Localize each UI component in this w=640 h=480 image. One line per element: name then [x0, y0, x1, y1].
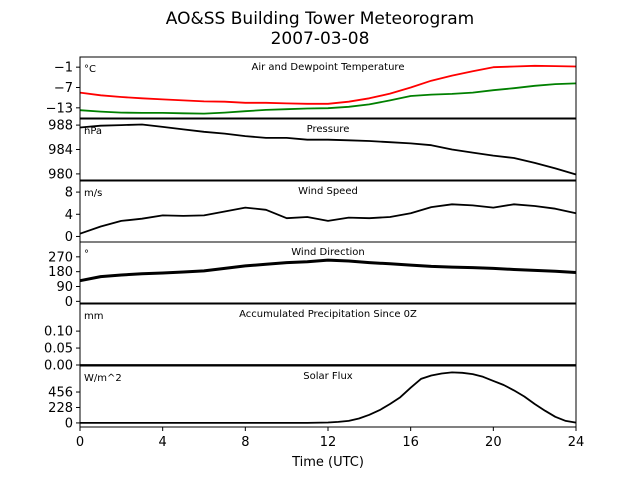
series-line-solar-0 — [80, 371, 577, 424]
panel-unit-temperature: °C — [84, 64, 96, 75]
panel-title-temperature: Air and Dewpoint Temperature — [252, 62, 405, 73]
y-tick-label-temperature-2: −13 — [46, 101, 73, 116]
series-line-temperature-0 — [79, 64, 577, 105]
y-tick-label-wind_speed-0: 8 — [65, 186, 73, 201]
panel-title-wind_direction: Wind Direction — [291, 247, 365, 258]
panel-unit-wind_speed: m/s — [84, 188, 102, 199]
x-tick-label-0: 0 — [76, 435, 84, 450]
panel-title-pressure: Pressure — [307, 124, 350, 135]
x-tick-label-3: 12 — [320, 435, 337, 450]
panel-unit-precipitation: mm — [84, 311, 103, 322]
panel-temperature: −1 −7 −13 Air and Dewpoint Temperature °C — [46, 56, 577, 119]
panel-precipitation: 0.10 0.05 0.00 Accumulated Precipitation Si… — [44, 303, 577, 374]
y-tick-label-solar-0: 456 — [48, 386, 73, 401]
series-line-pressure-0 — [79, 123, 577, 176]
panel-unit-solar: W/m^2 — [84, 373, 122, 384]
y-tick-label-precipitation-1: 0.05 — [44, 342, 73, 357]
panel-frame-precipitation — [79, 303, 577, 366]
y-tick-label-precipitation-2: 0.00 — [44, 359, 73, 374]
x-tick-label-1: 4 — [159, 435, 167, 450]
y-tick-label-pressure-2: 980 — [48, 167, 73, 182]
panel-pressure: 988 984 980 Pressure hPa — [48, 118, 577, 182]
panel-title-precipitation: Accumulated Precipitation Since 0Z — [239, 309, 417, 320]
y-tick-label-pressure-1: 984 — [48, 143, 73, 158]
x-tick-label-6: 24 — [568, 435, 585, 450]
x-axis: 0 4 8 12 16 20 24 — [76, 427, 584, 450]
panel-frame-wind_direction — [79, 241, 577, 304]
series-line-wind_speed-0 — [79, 203, 577, 235]
y-tick-label-solar-1: 228 — [48, 401, 73, 416]
y-tick-label-wind_direction-2: 90 — [56, 280, 73, 295]
panel-title-wind_speed: Wind Speed — [298, 186, 358, 197]
y-tick-label-temperature-1: −7 — [54, 81, 73, 96]
y-tick-label-wind_direction-0: 270 — [48, 250, 73, 265]
y-tick-label-wind_speed-2: 0 — [65, 230, 73, 245]
series-line-wind_direction-0 — [79, 258, 577, 283]
y-tick-label-solar-2: 0 — [65, 416, 73, 431]
panel-unit-pressure: hPa — [84, 126, 102, 137]
panel-unit-wind_direction: ° — [84, 249, 89, 260]
panel-wind_speed: 8 4 0 Wind Speed m/s — [65, 180, 577, 245]
chart-title: AO&SS Building Tower Meteorogram — [166, 9, 474, 29]
x-tick-label-2: 8 — [241, 435, 249, 450]
x-axis-label: Time (UTC) — [291, 455, 364, 470]
x-tick-label-5: 20 — [485, 435, 502, 450]
chart-subtitle: 2007-03-08 — [271, 29, 370, 49]
y-tick-label-temperature-0: −1 — [54, 61, 73, 76]
y-tick-label-wind_direction-3: 0 — [65, 295, 73, 310]
x-tick-label-4: 16 — [402, 435, 419, 450]
series-line-temperature-1 — [79, 82, 577, 115]
panels-group: −1 −7 −13 Air and Dewpoint Temperature °C 988… — [44, 56, 577, 431]
y-tick-label-wind_speed-1: 4 — [65, 208, 73, 223]
y-tick-label-precipitation-0: 0.10 — [44, 325, 73, 340]
y-tick-label-wind_direction-1: 180 — [48, 265, 73, 280]
panel-title-solar: Solar Flux — [303, 371, 353, 382]
y-tick-label-pressure-0: 988 — [48, 119, 73, 134]
